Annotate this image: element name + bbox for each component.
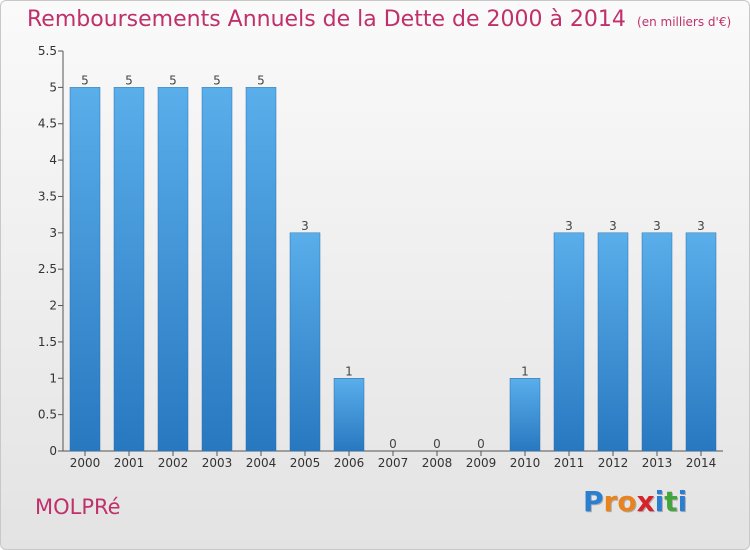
- bar-value-label: 3: [565, 219, 573, 233]
- x-tick-label: 2010: [510, 456, 541, 470]
- bar-value-label: 5: [213, 73, 221, 87]
- x-tick-label: 2001: [114, 456, 145, 470]
- logo-letter: o: [617, 485, 637, 518]
- y-tick-label: 0.5: [38, 408, 57, 422]
- bar-value-label: 0: [477, 437, 485, 451]
- y-tick-label: 3: [49, 226, 57, 240]
- bar: [201, 87, 233, 452]
- logo-letter: t: [664, 485, 678, 518]
- bar: [157, 87, 189, 452]
- bar-value-label: 3: [653, 219, 661, 233]
- y-tick-label: 5: [49, 80, 57, 94]
- bar-value-label: 3: [609, 219, 617, 233]
- logo-letter: i: [654, 485, 665, 518]
- y-tick-label: 3.5: [38, 189, 57, 203]
- x-tick-label: 2012: [598, 456, 629, 470]
- y-tick-label: 4.5: [38, 117, 57, 131]
- x-tick-label: 2004: [246, 456, 277, 470]
- x-tick-label: 2014: [686, 456, 717, 470]
- bar-value-label: 3: [697, 219, 705, 233]
- chart-bars: [69, 87, 717, 452]
- y-tick-label: 5.5: [38, 44, 57, 58]
- bar-value-label: 5: [169, 73, 177, 87]
- bar: [333, 378, 365, 452]
- logo-letter: x: [636, 485, 655, 518]
- y-tick-label: 1.5: [38, 335, 57, 349]
- logo-letter: P: [583, 485, 604, 518]
- y-tick-label: 0: [49, 444, 57, 458]
- chart-unit-label: (en milliers d'€): [637, 15, 732, 29]
- x-tick-label: 2003: [202, 456, 233, 470]
- x-tick-label: 2009: [466, 456, 497, 470]
- chart-axes: 0 0.5 1 1.5 2 2.5 3 3.5 4 4.5 5 5.5: [38, 44, 723, 458]
- chart-title: Remboursements Annuels de la Dette de 20…: [27, 7, 731, 32]
- x-tick-label: 2007: [378, 456, 409, 470]
- bar-value-label: 3: [301, 219, 309, 233]
- bar: [509, 378, 541, 452]
- bar: [641, 232, 673, 452]
- bar-value-label: 1: [345, 364, 353, 378]
- x-tick-label: 2013: [642, 456, 673, 470]
- chart-title-text: Remboursements Annuels de la Dette de 20…: [27, 7, 626, 32]
- commune-name: MOLPRé: [35, 495, 121, 519]
- chart-value-labels: 2000 5 2001 5 2002 5 2003 5 2004 5 2005 3 2006 1 2007 0…: [70, 73, 717, 470]
- bar: [113, 87, 145, 452]
- bar: [685, 232, 717, 452]
- bar: [69, 87, 101, 452]
- bar: [597, 232, 629, 452]
- x-tick-label: 2008: [422, 456, 453, 470]
- bar-value-label: 5: [125, 73, 133, 87]
- logo-letter: r: [603, 485, 618, 518]
- proxiti-logo: Proxiti: [583, 485, 687, 518]
- y-tick-label: 4: [49, 153, 57, 167]
- y-tick-label: 2.5: [38, 262, 57, 276]
- bar-value-label: 5: [257, 73, 265, 87]
- bar-value-label: 1: [521, 364, 529, 378]
- bar-value-label: 5: [81, 73, 89, 87]
- bar: [245, 87, 277, 452]
- logo-letter: i: [677, 485, 688, 518]
- x-tick-label: 2002: [158, 456, 189, 470]
- x-tick-label: 2000: [70, 456, 101, 470]
- x-tick-label: 2011: [554, 456, 585, 470]
- y-tick-label: 1: [49, 371, 57, 385]
- bar: [553, 232, 585, 452]
- bar: [289, 232, 321, 452]
- y-tick-label: 2: [49, 299, 57, 313]
- bar-value-label: 0: [433, 437, 441, 451]
- x-tick-label: 2006: [334, 456, 365, 470]
- bar-value-label: 0: [389, 437, 397, 451]
- x-tick-label: 2005: [290, 456, 321, 470]
